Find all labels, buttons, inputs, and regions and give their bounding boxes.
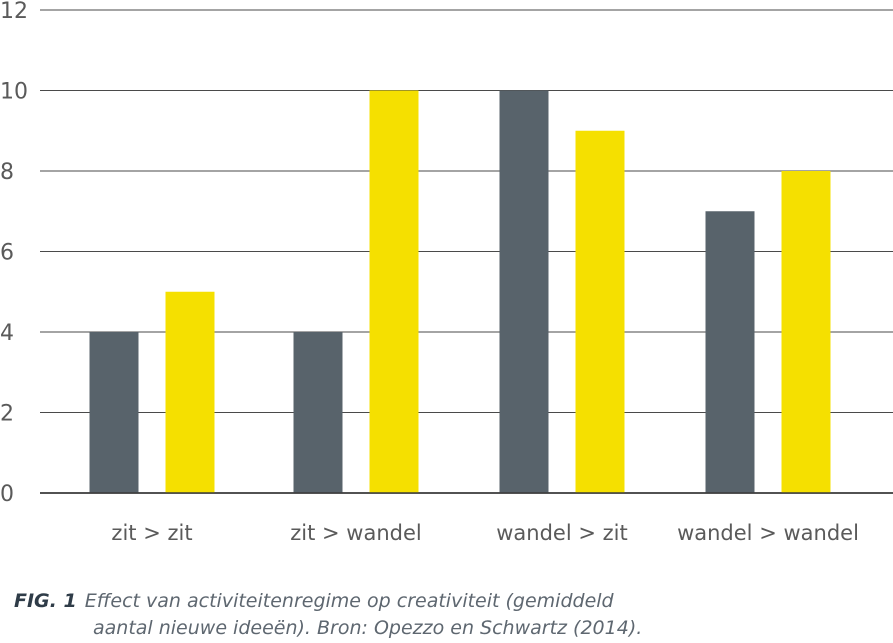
y-tick-label: 10: [0, 80, 28, 105]
x-tick-label: wandel > zit: [496, 521, 627, 545]
bar: [499, 90, 549, 493]
caption-label: FIG. 1: [14, 590, 77, 612]
bar: [293, 332, 343, 493]
bar-chart: 0 2 4 6 8 10 12 zit > zit zit > wandel wandel > …: [0, 0, 893, 545]
bar: [705, 211, 755, 493]
x-tick-label: zit > zit: [111, 521, 192, 545]
bar: [89, 332, 139, 493]
caption-line-1: Effect van activiteitenregime op creativ…: [84, 590, 614, 612]
x-tick-label: wandel > wandel: [677, 521, 859, 545]
y-tick-label: 4: [0, 321, 14, 346]
bar: [369, 90, 419, 493]
bar: [575, 130, 625, 493]
bars: [40, 90, 893, 494]
y-tick-label: 8: [0, 160, 14, 185]
y-tick-label: 0: [0, 482, 14, 507]
caption-line-2: aantal nieuwe ideeën). Bron: Opezzo en S…: [93, 617, 643, 639]
bar: [165, 291, 215, 493]
y-axis-ticks: 0 2 4 6 8 10 12: [0, 0, 28, 507]
y-tick-label: 6: [0, 241, 14, 266]
y-tick-label: 2: [0, 402, 14, 427]
bar: [781, 171, 831, 493]
x-tick-label: zit > wandel: [290, 521, 421, 545]
y-tick-label: 12: [0, 0, 28, 24]
x-axis-labels: zit > zit zit > wandel wandel > zit wandel …: [111, 521, 858, 545]
figure-caption: FIG. 1 Effect van activiteitenregime op c…: [14, 588, 814, 642]
